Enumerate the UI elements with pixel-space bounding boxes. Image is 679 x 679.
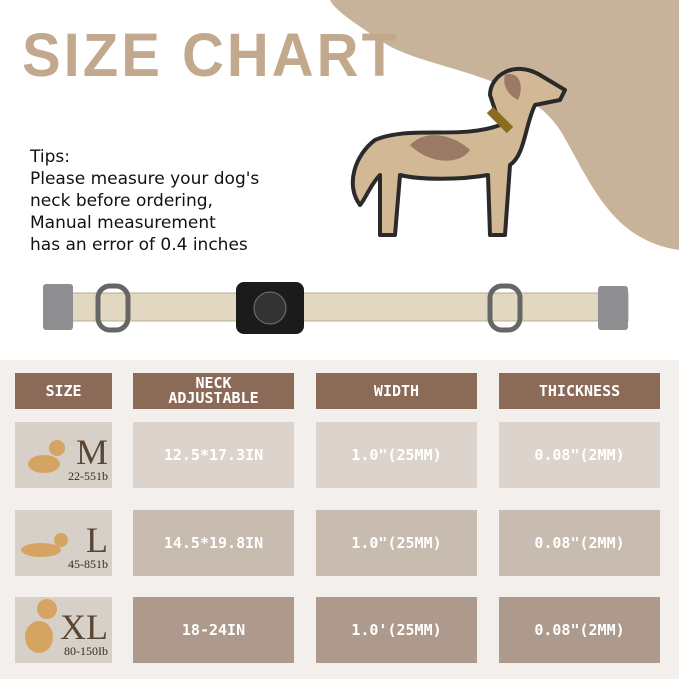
decorative-background-shape [330, 0, 679, 250]
dog-icon [21, 533, 68, 557]
dog-icon [25, 599, 57, 653]
header-width: WIDTH [316, 373, 477, 409]
tips-line: Tips: [30, 147, 70, 167]
size-label: L [86, 520, 108, 560]
size-label: XL [60, 607, 108, 647]
header-size: SIZE [15, 373, 112, 409]
header-neck: NECK ADJUSTABLE [133, 373, 294, 409]
size-cell-xl: XL 80-150Ib [15, 597, 112, 663]
width-cell: 1.0"(25MM) [316, 422, 477, 488]
weight-label: 45-851b [68, 557, 108, 571]
thickness-cell: 0.08"(2MM) [499, 510, 660, 576]
weight-label: 22-551b [68, 469, 108, 483]
header-thickness: THICKNESS [499, 373, 660, 409]
collar-image [43, 282, 629, 334]
tips-line: has an error of 0.4 inches [30, 235, 248, 255]
neck-cell: 18-24IN [133, 597, 294, 663]
tips-line: Manual measurement [30, 213, 216, 233]
size-cell-m: M 22-551b [15, 422, 112, 488]
thickness-cell: 0.08"(2MM) [499, 422, 660, 488]
weight-label: 80-150Ib [64, 644, 108, 658]
neck-cell: 12.5*17.3IN [133, 422, 294, 488]
size-label: M [75, 432, 108, 472]
neck-cell: 14.5*19.8IN [133, 510, 294, 576]
thickness-cell: 0.08"(2MM) [499, 597, 660, 663]
tips-text: Tips: Please measure your dog's neck bef… [30, 146, 259, 256]
page-title: SIZE CHART [22, 21, 400, 90]
width-cell: 1.0'(25MM) [316, 597, 477, 663]
tips-line: Please measure your dog's [30, 169, 260, 189]
width-cell: 1.0"(25MM) [316, 510, 477, 576]
size-cell-l: L 45-851b [15, 510, 112, 576]
dog-icon [28, 440, 65, 473]
tips-line: neck before ordering, [30, 191, 213, 211]
dog-illustration [350, 67, 567, 237]
